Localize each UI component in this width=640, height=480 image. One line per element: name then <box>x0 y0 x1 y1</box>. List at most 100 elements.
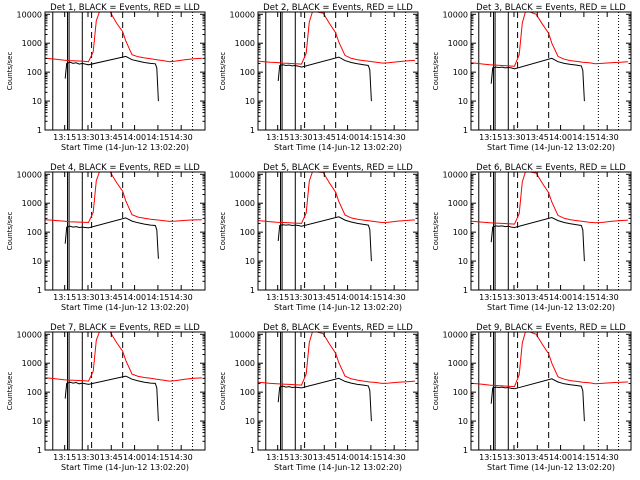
y-tick-label: 100 <box>240 388 255 397</box>
x-tick-label: 13:45 <box>100 293 123 302</box>
y-tick-label: 1000 <box>22 199 42 208</box>
y-tick-label: 10000 <box>230 10 255 19</box>
plot-frame <box>44 331 206 451</box>
y-tick-label: 10000 <box>230 330 255 339</box>
chart-title: Det 8, BLACK = Events, RED = LLD <box>263 323 413 333</box>
series-events <box>277 56 372 102</box>
x-tick-label: 14:00 <box>123 453 146 462</box>
chart-title: Det 1, BLACK = Events, RED = LLD <box>50 3 200 13</box>
x-tick-label: 13:15 <box>479 293 502 302</box>
x-tick-label: 14:00 <box>336 453 359 462</box>
chart-title: Det 9, BLACK = Events, RED = LLD <box>476 323 626 333</box>
y-tick-label: 100 <box>453 388 468 397</box>
y-tick-label: 1 <box>250 446 255 455</box>
y-tick-label: 100 <box>240 68 255 77</box>
x-tick-label: 13:45 <box>313 133 336 142</box>
series-events <box>277 216 372 262</box>
y-tick-label: 1000 <box>22 359 42 368</box>
x-tick-label: 14:30 <box>170 133 193 142</box>
chart-panel-9: 1 10 100 1000 10000 13:15 13:30 13:45 14:00 14:15… <box>432 323 632 472</box>
y-tick-label: 10 <box>458 417 468 426</box>
y-tick-label: 1 <box>463 446 468 455</box>
x-tick-label: 13:15 <box>266 453 289 462</box>
x-tick-label: 14:30 <box>383 293 406 302</box>
plot-frame <box>470 11 632 131</box>
chart-panel-1: 1 10 100 1000 10000 13:15 13:30 13:45 14:00 14:15… <box>6 3 206 152</box>
plot-frame <box>470 331 632 451</box>
y-tick-label: 1000 <box>235 359 255 368</box>
y-tick-label: 1 <box>250 126 255 135</box>
x-tick-label: 13:45 <box>100 453 123 462</box>
y-tick-label: 10000 <box>230 170 255 179</box>
y-tick-label: 100 <box>240 228 255 237</box>
y-tick-label: 1 <box>250 286 255 295</box>
x-tick-label: 13:45 <box>313 453 336 462</box>
x-tick-label: 14:15 <box>572 133 595 142</box>
x-tick-label: 14:00 <box>336 133 359 142</box>
y-tick-label: 10 <box>458 257 468 266</box>
series-events <box>64 217 159 259</box>
series-events <box>64 55 159 102</box>
y-tick-label: 10 <box>245 97 255 106</box>
y-tick-label: 10000 <box>443 10 468 19</box>
x-tick-label: 13:30 <box>289 453 312 462</box>
y-tick-label: 1000 <box>448 359 468 368</box>
series-lld <box>45 172 202 224</box>
x-tick-label: 13:30 <box>502 453 525 462</box>
x-tick-label: 14:30 <box>383 453 406 462</box>
series-lld <box>471 12 628 67</box>
x-axis-label: Start Time (14-Jun-12 13:02:20) <box>487 143 615 152</box>
y-tick-label: 1 <box>37 126 42 135</box>
x-tick-label: 13:30 <box>289 133 312 142</box>
series-lld <box>45 332 202 382</box>
series-lld <box>258 172 415 224</box>
x-tick-label: 14:30 <box>170 293 193 302</box>
x-axis-label: Start Time (14-Jun-12 13:02:20) <box>61 303 189 312</box>
x-tick-label: 13:15 <box>479 133 502 142</box>
x-tick-label: 13:45 <box>100 133 123 142</box>
y-axis-label: Counts/sec <box>432 372 440 411</box>
x-tick-label: 14:30 <box>596 133 619 142</box>
x-tick-label: 14:15 <box>359 453 382 462</box>
y-tick-label: 100 <box>453 228 468 237</box>
chart-panel-8: 1 10 100 1000 10000 13:15 13:30 13:45 14:00 14:15… <box>219 323 419 472</box>
x-tick-label: 13:15 <box>479 453 502 462</box>
x-tick-label: 14:15 <box>572 293 595 302</box>
y-axis-label: Counts/sec <box>6 52 14 91</box>
y-axis-label: Counts/sec <box>219 372 227 411</box>
y-tick-label: 1 <box>463 286 468 295</box>
y-tick-label: 10000 <box>443 330 468 339</box>
x-tick-label: 13:30 <box>502 293 525 302</box>
series-events <box>490 378 585 422</box>
series-lld <box>258 12 415 65</box>
y-axis-label: Counts/sec <box>432 212 440 251</box>
y-tick-label: 1000 <box>448 39 468 48</box>
y-tick-label: 10000 <box>17 330 42 339</box>
x-tick-label: 14:15 <box>146 453 169 462</box>
y-tick-label: 10000 <box>17 170 42 179</box>
chart-panel-7: 1 10 100 1000 10000 13:15 13:30 13:45 14:00 14:15… <box>6 323 206 472</box>
x-tick-label: 14:15 <box>359 133 382 142</box>
plot-frame <box>257 11 419 131</box>
x-tick-label: 13:30 <box>76 133 99 142</box>
x-tick-label: 13:45 <box>526 293 549 302</box>
y-tick-label: 1 <box>37 446 42 455</box>
y-axis-label: Counts/sec <box>219 212 227 251</box>
x-tick-label: 14:30 <box>383 133 406 142</box>
x-tick-label: 14:15 <box>146 293 169 302</box>
x-tick-label: 14:00 <box>123 133 146 142</box>
x-tick-label: 13:30 <box>289 293 312 302</box>
x-axis-label: Start Time (14-Jun-12 13:02:20) <box>61 143 189 152</box>
y-tick-label: 10 <box>32 257 42 266</box>
x-tick-label: 14:30 <box>596 293 619 302</box>
chart-title: Det 4, BLACK = Events, RED = LLD <box>50 163 200 173</box>
x-tick-label: 13:30 <box>502 133 525 142</box>
x-axis-label: Start Time (14-Jun-12 13:02:20) <box>274 303 402 312</box>
plot-frame <box>470 171 632 291</box>
chart-panel-4: 1 10 100 1000 10000 13:15 13:30 13:45 14:00 14:15… <box>6 163 206 312</box>
y-tick-label: 100 <box>27 68 42 77</box>
y-tick-label: 1000 <box>448 199 468 208</box>
y-tick-label: 10 <box>458 97 468 106</box>
x-axis-label: Start Time (14-Jun-12 13:02:20) <box>61 463 189 472</box>
